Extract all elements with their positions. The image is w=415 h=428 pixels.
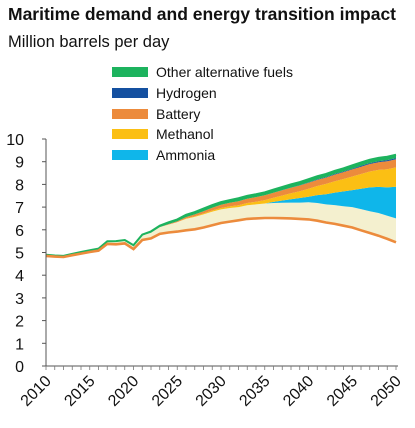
x-tick-label: 2015: [61, 373, 98, 410]
total-line: [45, 153, 397, 257]
x-tick-label: 2040: [280, 373, 317, 410]
chart-title: Maritime demand and energy transition im…: [8, 4, 396, 24]
legend-swatch: [112, 88, 148, 99]
x-tick-label: 2010: [18, 373, 55, 410]
legend-label: Battery: [156, 105, 201, 122]
chart-subtitle: Million barrels per day: [8, 33, 170, 51]
x-tick-label: 2025: [149, 373, 186, 410]
y-tick-label: 4: [15, 268, 24, 285]
y-tick-label: 7: [15, 200, 24, 217]
legend-label: Hydrogen: [156, 85, 217, 102]
y-tick-label: 10: [6, 132, 24, 149]
x-tick-label: 2035: [236, 373, 273, 410]
area-battery: [46, 159, 396, 256]
legend-item-hydrogen: Hydrogen: [112, 83, 293, 104]
legend-item-battery: Battery: [112, 103, 293, 124]
legend-item-ammonia: Ammonia: [112, 145, 293, 166]
y-tick-label: 3: [15, 291, 24, 308]
legend-swatch: [112, 150, 148, 161]
area-methanol: [46, 167, 396, 256]
legend-swatch: [112, 67, 148, 78]
y-tick-label: 1: [15, 336, 24, 353]
legend-label: Ammonia: [156, 147, 216, 164]
baseline-line: [45, 216, 397, 259]
legend-label: Methanol: [156, 126, 214, 143]
area-band: [46, 202, 396, 257]
y-tick-label: 2: [15, 314, 24, 331]
legend-item-methanol: Methanol: [112, 124, 293, 145]
legend-swatch: [112, 108, 148, 119]
y-tick-label: 5: [15, 246, 24, 263]
x-tick-label: 2020: [105, 373, 142, 410]
legend-item-other-alternative-fuels: Other alternative fuels: [112, 62, 293, 83]
x-tick-label: 2030: [193, 373, 230, 410]
legend-swatch: [112, 129, 148, 140]
x-tick-label: 2045: [324, 373, 361, 410]
area-ammonia: [46, 186, 396, 256]
area-hydrogen: [46, 158, 396, 256]
x-tick-label: 2050: [368, 373, 405, 410]
y-tick-label: 9: [15, 155, 24, 172]
y-tick-label: 0: [15, 359, 24, 376]
y-tick-label: 8: [15, 177, 24, 194]
legend: Other alternative fuels Hydrogen Battery…: [112, 62, 293, 165]
legend-label: Other alternative fuels: [156, 64, 293, 81]
y-tick-label: 6: [15, 223, 24, 240]
